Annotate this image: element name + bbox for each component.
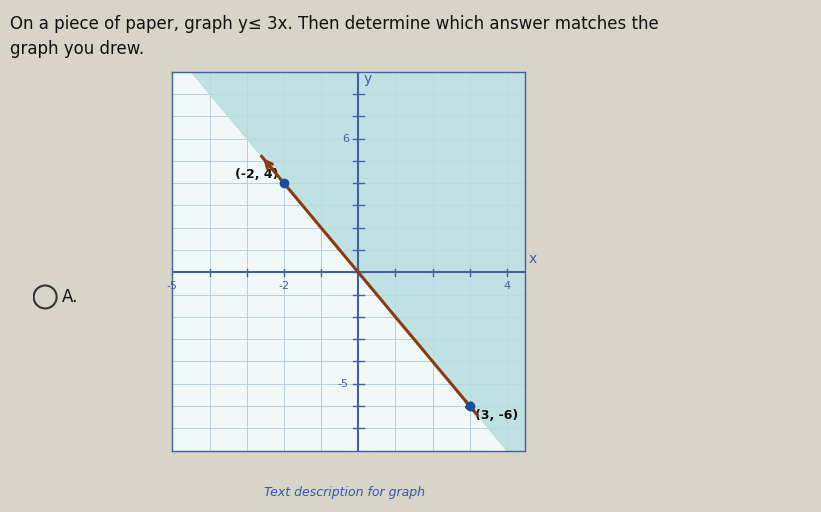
Text: Text description for graph: Text description for graph <box>264 486 425 499</box>
Text: 4: 4 <box>503 281 511 291</box>
Text: -2: -2 <box>278 281 290 291</box>
Text: -5: -5 <box>167 281 178 291</box>
Text: -5: -5 <box>338 379 349 389</box>
Text: y: y <box>364 72 372 86</box>
Text: (3, -6): (3, -6) <box>475 409 519 422</box>
Text: A.: A. <box>62 288 78 306</box>
Text: x: x <box>529 251 537 266</box>
Text: (-2, 4): (-2, 4) <box>235 168 278 181</box>
Text: On a piece of paper, graph y≤ 3x. Then determine which answer matches the
graph : On a piece of paper, graph y≤ 3x. Then d… <box>10 15 658 58</box>
Text: 6: 6 <box>342 134 349 143</box>
